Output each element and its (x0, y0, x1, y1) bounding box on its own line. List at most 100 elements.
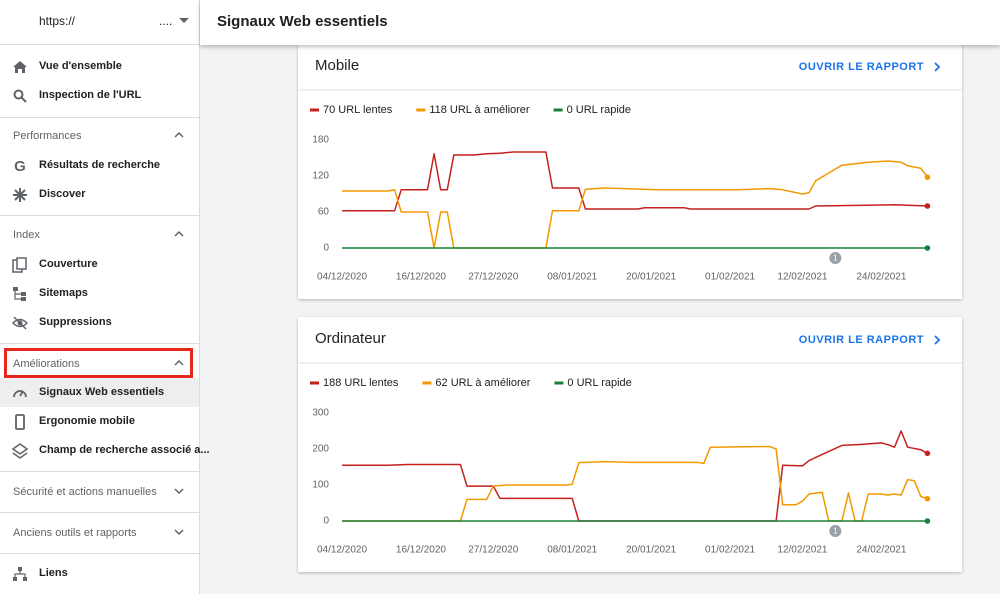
coverage-icon (12, 257, 27, 273)
nav-item[interactable]: Liens (0, 559, 199, 588)
end-dot (924, 174, 931, 180)
section-header[interactable]: Anciens outils et rapports (0, 519, 199, 547)
end-dot (924, 245, 931, 251)
section-header[interactable]: Performances (0, 122, 199, 150)
divider (0, 215, 199, 216)
annotation-marker[interactable] (829, 525, 842, 537)
y-tick-label: 60 (318, 207, 330, 218)
y-tick-label: 0 (323, 243, 329, 254)
x-tick-label: 27/12/2020 (468, 545, 518, 556)
annotation-label[interactable]: 1 (833, 254, 838, 263)
nav-label: Ergonomie mobile (39, 415, 135, 427)
header: Signaux Web essentiels (200, 0, 1000, 45)
legend-label: 188 URL lentes (323, 377, 399, 389)
chevron-down (174, 488, 184, 495)
link-chevron[interactable] (934, 62, 941, 72)
nav-label: Signaux Web essentiels (39, 386, 165, 398)
nav-label: Discover (39, 188, 86, 200)
report-card: Mobile OUVRIR LE RAPPORT 70 URL lentes 118 … (298, 44, 962, 299)
legend-label: 118 URL à améliorer (429, 104, 530, 116)
x-tick-label: 12/02/2021 (777, 272, 827, 283)
end-dot (924, 495, 931, 502)
nav-label: Vue d'ensemble (39, 60, 122, 72)
sidebar: https:// .... Vue d'ensemble Inspection … (0, 0, 210, 594)
nav-item[interactable]: Vue d'ensemble (0, 52, 199, 81)
search-icon (13, 89, 27, 103)
nav-item[interactable]: G Résultats de recherche (0, 151, 199, 180)
chevron-down (174, 529, 184, 536)
nav-label: Liens (39, 567, 68, 579)
x-tick-label: 12/02/2021 (777, 545, 827, 556)
report-card: Ordinateur OUVRIR LE RAPPORT 188 URL lente… (298, 317, 962, 572)
nav-item[interactable]: Inspection de l'URL (0, 81, 199, 110)
section-title: Index (13, 229, 40, 241)
divider (0, 471, 199, 472)
x-tick-label: 08/01/2021 (547, 545, 597, 556)
nav-item[interactable]: Ergonomie mobile (0, 407, 199, 436)
divider (0, 343, 199, 344)
end-dot (924, 203, 931, 209)
x-tick-label: 24/02/2021 (856, 272, 906, 283)
divider (0, 512, 199, 513)
divider (0, 117, 199, 118)
nav-item[interactable]: Sitemaps (0, 279, 199, 308)
section-header[interactable]: Index (0, 221, 199, 249)
x-tick-label: 01/02/2021 (705, 272, 755, 283)
report-link[interactable]: OUVRIR LE RAPPORT (799, 61, 924, 73)
annotation-marker[interactable] (829, 252, 842, 264)
removal-icon (12, 316, 28, 330)
annotation-label[interactable]: 1 (833, 527, 838, 536)
nav-label: Champ de recherche associé a... (39, 444, 210, 456)
card-title: Mobile (315, 57, 359, 74)
end-dot (924, 450, 931, 457)
y-tick-label: 300 (312, 408, 329, 419)
speed-icon (13, 390, 27, 398)
y-tick-label: 0 (323, 516, 329, 527)
highlight-box (4, 348, 193, 378)
nav-label: Couverture (39, 258, 98, 270)
section-header[interactable]: Sécurité et actions manuelles (0, 478, 199, 506)
nav-item[interactable]: Couverture (0, 250, 199, 279)
legend-label: 70 URL lentes (323, 104, 393, 116)
series-line (342, 151, 928, 212)
page-title: Signaux Web essentiels (217, 13, 388, 30)
chevron-up (174, 359, 184, 366)
chart: Ordinateur OUVRIR LE RAPPORT 188 URL lente… (298, 330, 962, 556)
chart: Mobile OUVRIR LE RAPPORT 70 URL lentes 118 … (298, 57, 962, 283)
x-tick-label: 20/01/2021 (626, 545, 676, 556)
google-icon: G (14, 158, 26, 174)
nav-label: Sitemaps (39, 287, 88, 299)
chevron-up (174, 230, 184, 237)
links-icon (13, 567, 27, 581)
nav-label: Inspection de l'URL (39, 89, 142, 101)
y-tick-label: 180 (312, 135, 329, 146)
legend-label: 0 URL rapide (567, 104, 631, 116)
section-title: Sécurité et actions manuelles (13, 486, 157, 498)
series-line (342, 160, 929, 249)
report-link[interactable]: OUVRIR LE RAPPORT (799, 334, 924, 346)
x-tick-label: 16/12/2020 (396, 272, 446, 283)
property[interactable]: https:// (39, 14, 76, 28)
layers-icon (12, 443, 28, 459)
legend-label: 62 URL à améliorer (435, 377, 530, 389)
link-chevron[interactable] (934, 335, 941, 345)
y-tick-label: 200 (312, 444, 329, 455)
nav-item-selected[interactable]: Signaux Web essentiels (0, 378, 199, 407)
nav-item[interactable]: Champ de recherche associé a... (0, 436, 210, 465)
dropdown-icon[interactable] (179, 18, 189, 24)
x-tick-label: 08/01/2021 (547, 272, 597, 283)
section-title: Performances (13, 130, 82, 142)
x-tick-label: 04/12/2020 (317, 272, 367, 283)
nav-label: Résultats de recherche (39, 159, 161, 171)
x-tick-label: 01/02/2021 (705, 545, 755, 556)
property-suffix: .... (159, 14, 173, 28)
nav-item[interactable]: Suppressions (0, 308, 199, 337)
section-header[interactable]: Améliorations (0, 350, 199, 378)
svg-text:G: G (14, 158, 26, 174)
divider (0, 44, 199, 45)
x-tick-label: 16/12/2020 (396, 545, 446, 556)
series-line (342, 445, 928, 522)
card-title: Ordinateur (315, 330, 386, 347)
nav-item[interactable]: Discover (0, 180, 199, 209)
